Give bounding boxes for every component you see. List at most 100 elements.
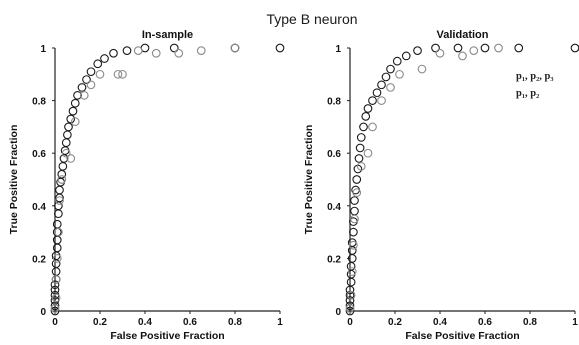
- data-point: [372, 88, 382, 98]
- data-point: [570, 43, 579, 53]
- data-point: [57, 175, 67, 184]
- data-point: [61, 148, 71, 158]
- data-point: [66, 154, 76, 163]
- data-point: [355, 143, 365, 153]
- data-point: [395, 69, 404, 79]
- data-point: [458, 51, 467, 61]
- data-point: [349, 227, 358, 237]
- y-tick-label: 0.2: [327, 254, 341, 265]
- y-tick-label: 0: [40, 307, 46, 318]
- data-point: [413, 46, 422, 55]
- y-tick-label: 0.6: [32, 149, 46, 160]
- y-tick-label: 0.6: [327, 149, 341, 160]
- legend-entry: p₁, p₂: [516, 88, 539, 99]
- data-point: [51, 293, 61, 303]
- data-point: [356, 133, 366, 142]
- data-point: [51, 267, 61, 276]
- data-point: [350, 196, 359, 205]
- data-point: [50, 306, 60, 316]
- data-point: [368, 122, 377, 132]
- x-tick-label: 0.2: [93, 317, 107, 328]
- data-point: [346, 277, 356, 287]
- data-point: [118, 69, 127, 79]
- data-point: [431, 43, 440, 53]
- y-tick-label: 0.4: [32, 202, 46, 213]
- data-point: [352, 175, 362, 184]
- data-point: [350, 206, 359, 216]
- data-point: [469, 46, 479, 55]
- data-point: [363, 104, 373, 113]
- data-point: [346, 290, 356, 300]
- data-point: [349, 240, 358, 250]
- data-point: [352, 188, 362, 197]
- data-point: [359, 122, 368, 132]
- x-tick-label: 0.2: [388, 317, 402, 328]
- data-point: [347, 267, 357, 276]
- x-axis-label: False Positive Fraction: [405, 330, 519, 342]
- data-point: [169, 43, 179, 53]
- y-tick-label: 0: [335, 307, 341, 318]
- x-tick-label: 0.4: [433, 317, 447, 328]
- data-point: [95, 69, 105, 79]
- data-point: [346, 261, 356, 271]
- x-tick-label: 0: [347, 317, 353, 328]
- data-point: [93, 59, 103, 69]
- data-point: [392, 56, 402, 66]
- data-point: [151, 48, 161, 58]
- panel-in-sample: 0 0.2 0.4 0.6 0.8 1 0 0.2 0.4 0.6 0.8 1 In-sample Fal…: [8, 29, 285, 342]
- y-tick-label: 0.4: [327, 202, 341, 213]
- figure-suptitle: Type B neuron: [266, 11, 357, 27]
- data-point: [435, 48, 445, 58]
- data-point: [54, 209, 63, 219]
- data-point: [54, 201, 63, 211]
- x-tick-label: 0.6: [478, 317, 492, 328]
- data-point: [73, 90, 82, 100]
- legend-entry: p₁, p₂, p₃: [516, 71, 553, 82]
- data-point: [350, 214, 359, 224]
- x-tick-label: 0.8: [228, 317, 242, 328]
- data-point: [345, 304, 355, 313]
- x-tick-label: 1: [277, 317, 283, 328]
- data-point: [196, 46, 206, 55]
- data-point: [113, 69, 123, 79]
- data-point: [381, 72, 391, 82]
- y-axis-label: True Positive Fraction: [303, 125, 315, 235]
- data-point: [386, 83, 395, 92]
- data-point: [51, 275, 61, 284]
- data-point: [64, 122, 73, 132]
- data-point: [52, 254, 62, 263]
- data-point: [100, 54, 109, 63]
- data-point: [417, 64, 427, 74]
- x-tick-label: 0.6: [183, 317, 197, 328]
- data-point: [61, 138, 71, 148]
- data-point: [55, 196, 64, 205]
- data-point: [363, 148, 373, 158]
- data-point: [66, 114, 76, 124]
- data-point: [480, 43, 490, 53]
- data-point: [133, 46, 143, 55]
- data-point: [361, 112, 371, 121]
- data-point: [63, 130, 72, 140]
- data-point: [51, 259, 61, 269]
- x-axis-label: False Positive Fraction: [110, 330, 224, 342]
- data-point: [386, 64, 395, 74]
- data-point: [86, 67, 96, 77]
- panel-title: Validation: [437, 29, 489, 41]
- data-point: [70, 98, 80, 108]
- data-point: [54, 227, 63, 237]
- x-tick-label: 0: [52, 317, 58, 328]
- data-point: [109, 48, 118, 58]
- data-point: [68, 106, 78, 116]
- data-point: [453, 43, 463, 53]
- data-point: [275, 43, 285, 53]
- data-point: [345, 301, 355, 311]
- data-point: [77, 83, 87, 92]
- data-point: [55, 185, 64, 195]
- data-point: [122, 46, 132, 55]
- y-tick-label: 1: [40, 44, 46, 55]
- data-point: [58, 162, 68, 171]
- data-point: [50, 304, 60, 313]
- data-point: [514, 43, 524, 53]
- data-point: [230, 43, 240, 53]
